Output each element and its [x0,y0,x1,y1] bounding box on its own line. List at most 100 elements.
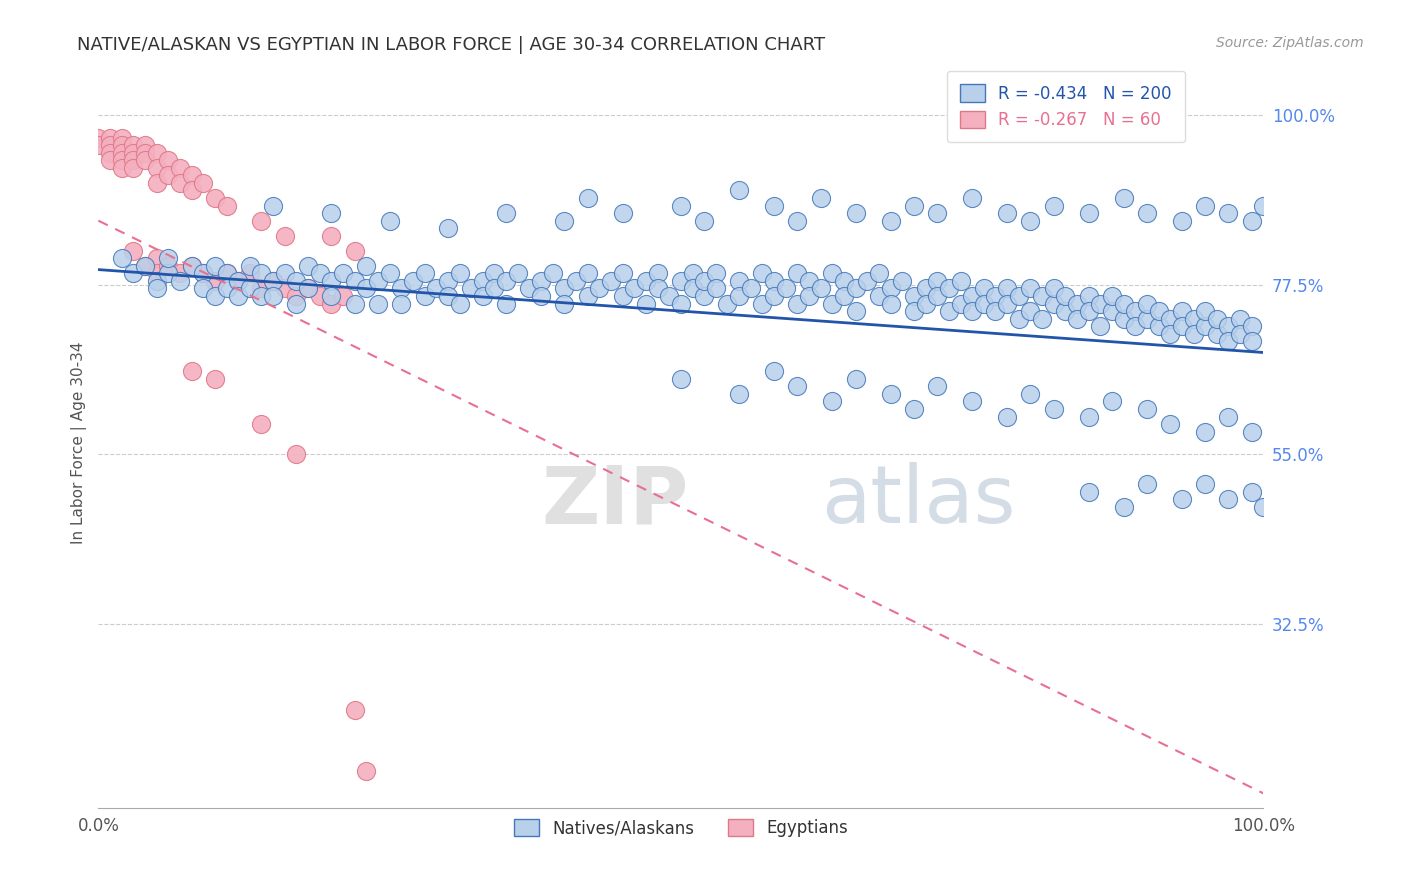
Point [879,296,901,310]
Point [1147,319,1170,334]
Point [122,138,145,153]
Point [669,372,692,386]
Point [1218,319,1240,334]
Point [356,259,378,273]
Point [180,364,202,378]
Point [1008,311,1031,326]
Point [810,191,832,205]
Point [145,161,167,175]
Point [1042,281,1064,295]
Point [1205,326,1227,341]
Point [1054,304,1077,318]
Point [343,296,366,310]
Point [274,281,297,295]
Point [1066,311,1088,326]
Point [1136,477,1159,491]
Point [1112,500,1135,514]
Point [1218,206,1240,220]
Point [927,289,949,303]
Point [763,274,786,288]
Point [1253,500,1275,514]
Point [1031,289,1053,303]
Point [960,394,983,409]
Point [134,153,156,168]
Point [402,274,425,288]
Point [845,281,868,295]
Point [914,281,936,295]
Point [1171,304,1194,318]
Point [879,213,901,227]
Point [868,266,890,280]
Point [693,213,716,227]
Point [180,259,202,273]
Point [1019,281,1042,295]
Point [1147,304,1170,318]
Point [180,184,202,198]
Point [1194,319,1216,334]
Point [1090,319,1112,334]
Point [134,259,156,273]
Point [308,266,330,280]
Point [285,289,308,303]
Point [332,289,354,303]
Point [1159,417,1181,431]
Point [495,296,517,310]
Point [285,274,308,288]
Point [169,161,191,175]
Point [169,176,191,190]
Point [122,244,145,258]
Point [437,274,460,288]
Point [1066,296,1088,310]
Point [215,281,238,295]
Point [995,296,1018,310]
Point [751,266,773,280]
Point [949,274,972,288]
Point [226,289,249,303]
Point [1101,394,1123,409]
Point [647,281,669,295]
Point [576,266,599,280]
Point [775,281,797,295]
Point [321,206,343,220]
Point [1136,311,1159,326]
Point [704,281,727,295]
Point [832,274,855,288]
Point [938,304,960,318]
Point [122,161,145,175]
Point [973,296,995,310]
Point [576,289,599,303]
Point [274,266,297,280]
Point [250,417,273,431]
Point [122,266,145,280]
Point [1218,334,1240,349]
Point [449,296,471,310]
Point [669,198,692,212]
Point [927,274,949,288]
Point [634,274,657,288]
Point [134,259,156,273]
Point [250,266,273,280]
Point [425,281,447,295]
Point [1101,289,1123,303]
Point [262,289,284,303]
Text: Source: ZipAtlas.com: Source: ZipAtlas.com [1216,36,1364,50]
Point [553,296,575,310]
Point [1194,304,1216,318]
Point [122,153,145,168]
Point [669,296,692,310]
Point [565,274,588,288]
Point [1077,206,1099,220]
Point [1171,213,1194,227]
Point [949,296,972,310]
Point [1031,311,1053,326]
Point [437,221,460,235]
Point [262,198,284,212]
Point [98,153,121,168]
Point [693,274,716,288]
Point [98,138,121,153]
Point [204,274,226,288]
Point [484,281,506,295]
Point [506,266,529,280]
Point [343,274,366,288]
Point [215,266,238,280]
